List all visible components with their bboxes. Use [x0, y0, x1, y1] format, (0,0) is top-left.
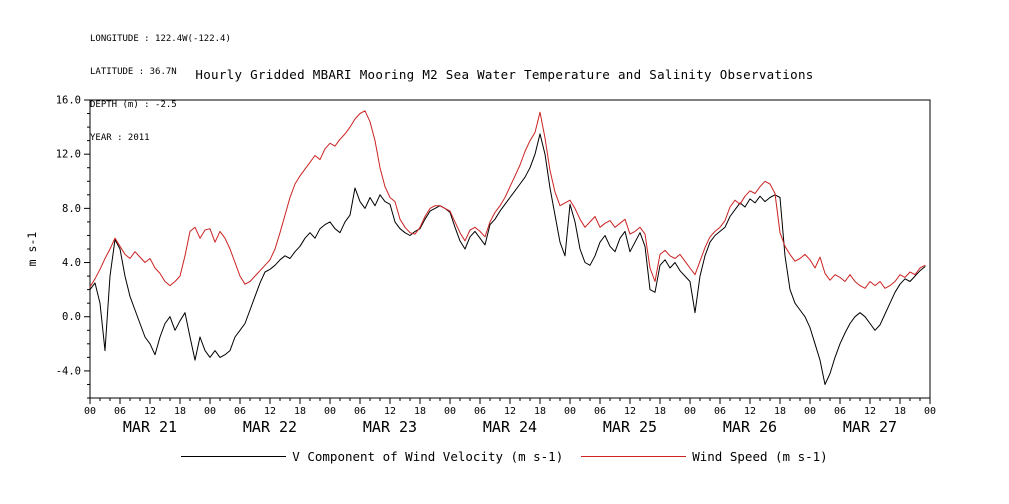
x-tick-label: 06 — [474, 406, 486, 417]
y-tick-label: 16.0 — [56, 95, 81, 107]
x-tick-label: 06 — [114, 406, 126, 417]
chart-legend: V Component of Wind Velocity (m s-1) Win… — [0, 449, 1009, 464]
x-tick-label: 18 — [894, 406, 906, 417]
x-tick-label: 00 — [84, 406, 96, 417]
x-tick-label: 12 — [744, 406, 756, 417]
day-label: MAR 21 — [123, 418, 177, 436]
x-tick-label: 00 — [444, 406, 456, 417]
x-tick-label: 18 — [414, 406, 426, 417]
x-tick-label: 18 — [294, 406, 306, 417]
x-tick-label: 12 — [384, 406, 396, 417]
legend-label-v-component: V Component of Wind Velocity (m s-1) — [292, 449, 564, 464]
dataset-metadata: LONGITUDE : 122.4W(-122.4) LATITUDE : 36… — [90, 12, 231, 166]
metadata-latitude: LATITUDE : 36.7N — [90, 67, 177, 77]
x-tick-label: 06 — [714, 406, 726, 417]
day-label: MAR 23 — [363, 418, 417, 436]
chart-title: Hourly Gridded MBARI Mooring M2 Sea Wate… — [195, 67, 814, 82]
day-label: MAR 22 — [243, 418, 297, 436]
legend-label-wind-speed: Wind Speed (m s-1) — [692, 449, 828, 464]
day-label: MAR 27 — [843, 418, 897, 436]
x-axis-day-labels: MAR 21 MAR 22 MAR 23 MAR 24 MAR 25 MAR 26 MAR … — [123, 418, 897, 436]
x-tick-label: 00 — [204, 406, 216, 417]
legend-item-wind-speed: Wind Speed (m s-1) — [581, 449, 828, 464]
x-tick-label: 12 — [264, 406, 276, 417]
y-axis-minor-ticks — [87, 113, 90, 399]
y-tick-label: -4.0 — [56, 365, 81, 377]
x-tick-label: 18 — [534, 406, 546, 417]
x-tick-label: 18 — [654, 406, 666, 417]
y-axis-label: m s-1 — [25, 232, 39, 267]
x-axis-ticks: 00 06 12 18 00 06 12 18 00 06 12 18 00 06 12 18 00 06 12 18… — [84, 398, 936, 417]
metadata-depth: DEPTH (m) : -2.5 — [90, 100, 177, 110]
x-tick-label: 00 — [564, 406, 576, 417]
x-tick-label: 18 — [174, 406, 186, 417]
y-tick-label: 0.0 — [62, 311, 81, 323]
x-tick-label: 12 — [144, 406, 156, 417]
x-tick-label: 12 — [504, 406, 516, 417]
x-tick-label: 06 — [834, 406, 846, 417]
legend-line-v-component — [181, 456, 287, 457]
x-tick-label: 06 — [594, 406, 606, 417]
x-tick-label: 00 — [924, 406, 936, 417]
metadata-year: YEAR : 2011 — [90, 133, 150, 143]
x-tick-label: 00 — [684, 406, 696, 417]
x-tick-label: 06 — [234, 406, 246, 417]
metadata-longitude: LONGITUDE : 122.4W(-122.4) — [90, 34, 231, 44]
x-tick-label: 00 — [804, 406, 816, 417]
y-tick-label: 12.0 — [56, 149, 81, 161]
x-tick-label: 06 — [354, 406, 366, 417]
series-line-wind-speed — [89, 110, 926, 289]
legend-line-wind-speed — [581, 456, 687, 457]
day-label: MAR 24 — [483, 418, 537, 436]
x-tick-label: 00 — [324, 406, 336, 417]
y-tick-label: 4.0 — [62, 257, 81, 269]
day-label: MAR 25 — [603, 418, 657, 436]
y-tick-label: 8.0 — [62, 203, 81, 215]
x-tick-label: 12 — [864, 406, 876, 417]
day-label: MAR 26 — [723, 418, 777, 436]
x-tick-label: 18 — [774, 406, 786, 417]
plot-frame — [89, 99, 931, 399]
legend-item-v-component: V Component of Wind Velocity (m s-1) — [181, 449, 563, 464]
x-tick-label: 12 — [624, 406, 636, 417]
y-axis-ticks: -4.0 0.0 4.0 8.0 12.0 16.0 — [56, 95, 90, 377]
series-line-v-component — [89, 133, 926, 385]
